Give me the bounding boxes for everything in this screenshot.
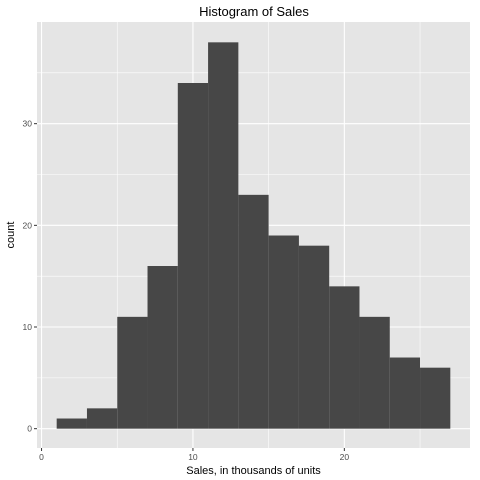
histogram-bar — [420, 367, 451, 429]
histogram-bar — [177, 83, 209, 429]
x-tick-label: 20 — [340, 452, 350, 462]
x-tick-label: 10 — [188, 452, 198, 462]
histogram-bar — [56, 418, 87, 429]
histogram-bar — [389, 357, 421, 429]
histogram-bar — [147, 266, 178, 429]
y-tick-label: 30 — [23, 119, 33, 129]
x-axis-title: Sales, in thousands of units — [186, 465, 321, 477]
histogram-bar — [117, 316, 148, 429]
histogram-bar — [268, 235, 299, 429]
y-tick-label: 20 — [23, 220, 33, 230]
chart-title: Histogram of Sales — [199, 4, 309, 19]
y-tick-label: 0 — [27, 424, 32, 434]
histogram-bar — [208, 42, 239, 429]
y-tick-label: 10 — [23, 322, 33, 332]
x-tick-label: 0 — [39, 452, 44, 462]
y-axis: 0 10 20 30 — [23, 119, 37, 434]
histogram-bar — [298, 245, 330, 429]
histogram-bar — [238, 194, 269, 429]
histogram-bar — [359, 316, 390, 429]
histogram-bar — [86, 408, 118, 429]
histogram-bars — [56, 42, 451, 429]
y-axis-title: count — [5, 222, 17, 249]
x-axis: 0 10 20 — [39, 448, 349, 462]
histogram-bar — [329, 286, 360, 429]
